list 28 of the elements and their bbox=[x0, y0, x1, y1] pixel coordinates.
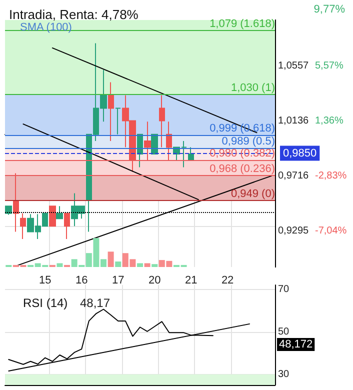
ref-line-label: 1,030 (1) bbox=[230, 82, 275, 94]
chart-title: Intradia, Renta: 4,78% bbox=[9, 7, 139, 22]
y2-tick-label: 1,36% bbox=[315, 116, 344, 127]
ref-line-label: 0,9850 bbox=[283, 147, 317, 160]
y-tick-label: 70 bbox=[278, 284, 290, 295]
y-tick-label: 1,0136 bbox=[278, 115, 310, 126]
x-tick-label: 15 bbox=[39, 274, 52, 286]
y-tick-label: 30 bbox=[278, 368, 290, 380]
x-tick-label: 22 bbox=[221, 274, 234, 286]
text: RSI (14) bbox=[23, 296, 68, 310]
annotation: 48,17 bbox=[80, 296, 110, 310]
x-tick-label: 21 bbox=[184, 274, 198, 286]
text: 9,77% bbox=[314, 4, 346, 16]
y-tick-label: 0,9295 bbox=[278, 225, 310, 236]
ref-line-label: 1,079 (1.618) bbox=[210, 18, 275, 30]
ref-line-label: 0,949 (0) bbox=[230, 188, 275, 200]
x-tick-label: 17 bbox=[112, 274, 124, 286]
x-tick-label: 20 bbox=[148, 274, 161, 286]
y2-tick-label: -7,04% bbox=[315, 225, 347, 236]
x-tick-label: 16 bbox=[75, 274, 88, 286]
ref-line-label: 0,968 (0.236) bbox=[210, 163, 275, 176]
y-tick-label: 1,0557 bbox=[278, 60, 310, 72]
ref-line-label: 0,989 (0.5) bbox=[222, 136, 275, 148]
text: 48,172 bbox=[279, 338, 313, 350]
y2-tick-label: 5,57% bbox=[315, 60, 344, 72]
y-tick-label: 50 bbox=[278, 326, 290, 338]
y2-tick-label: -2,83% bbox=[315, 170, 347, 182]
y-tick-label: 0,9716 bbox=[278, 170, 310, 182]
